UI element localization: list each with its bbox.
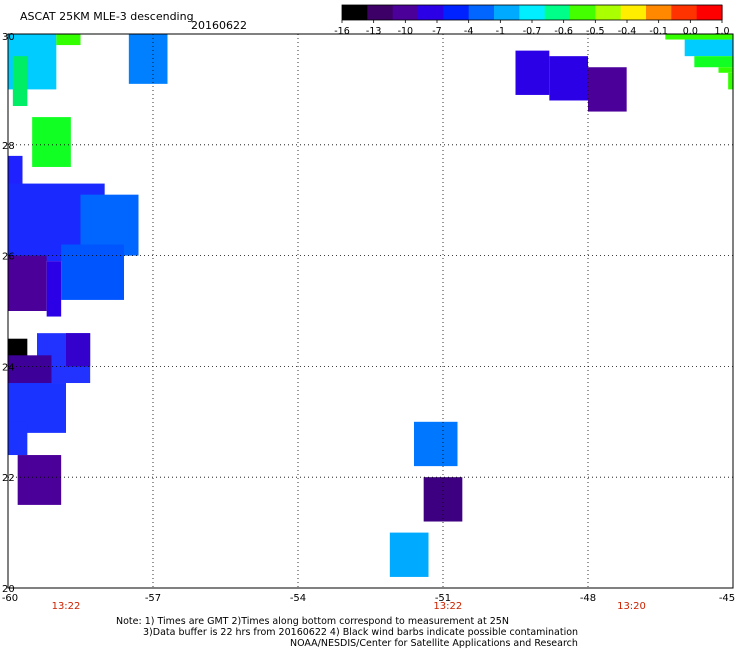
x-tick-label: -57 xyxy=(145,593,161,604)
colorbar: -16 -13 -10 -7 -4 -1 -0.7 -0.6 -0.5 -0.4 -0.1 0.0 1.… xyxy=(334,4,730,37)
wind-cell xyxy=(128,34,168,84)
wind-cell xyxy=(549,56,588,101)
colorbar-swatch xyxy=(443,5,470,20)
colorbar-swatch xyxy=(519,5,546,20)
wind-cell xyxy=(684,39,733,57)
wind-cell xyxy=(46,261,62,317)
colorbar-swatch xyxy=(367,5,394,20)
colorbar-swatch xyxy=(696,5,723,20)
wind-cell xyxy=(414,421,458,467)
colorbar-swatch xyxy=(570,5,596,20)
colorbar-swatch xyxy=(468,5,495,20)
x-tick-label: -45 xyxy=(719,593,735,604)
colorbar-tick-label: -10 xyxy=(398,26,414,37)
colorbar-tick-label: -0.5 xyxy=(586,26,605,37)
colorbar-tick-label: 0.0 xyxy=(683,26,698,37)
y-tick-label: 28 xyxy=(2,141,15,152)
colorbar-swatch xyxy=(544,5,571,20)
colorbar-tick-label: 1.0 xyxy=(714,26,729,37)
y-tick-label: 24 xyxy=(2,362,15,373)
colorbar-swatch xyxy=(646,5,672,20)
colorbar-swatch xyxy=(342,5,368,20)
x-tick-label: -48 xyxy=(580,593,596,604)
pass-time-label: 13:22 xyxy=(433,601,462,612)
y-tick-label: 20 xyxy=(2,584,15,595)
wind-cell xyxy=(515,50,550,95)
pass-time-label: 13:22 xyxy=(52,601,81,612)
wind-cells xyxy=(8,34,733,577)
y-tick-label: 30 xyxy=(2,32,15,43)
note-line-1: Note: 1) Times are GMT 2)Times along bot… xyxy=(116,616,509,627)
colorbar-swatch xyxy=(418,5,444,20)
grid-lines xyxy=(7,33,734,589)
colorbar-tick-label: -0.4 xyxy=(618,26,637,37)
colorbar-tick-label: -0.6 xyxy=(554,26,573,37)
colorbar-swatch xyxy=(620,5,647,20)
x-tick-label: -51 xyxy=(435,593,451,604)
y-tick-label: 22 xyxy=(2,473,15,484)
colorbar-swatch xyxy=(392,5,419,20)
wind-cell xyxy=(17,455,62,505)
colorbar-tick-label: -4 xyxy=(464,26,473,37)
wind-cell xyxy=(665,34,733,40)
wind-cell xyxy=(8,421,28,456)
colorbar-tick-label: -1 xyxy=(496,26,505,37)
colorbar-tick-label: -0.7 xyxy=(523,26,542,37)
colorbar-swatch xyxy=(595,5,622,20)
wind-cell xyxy=(728,72,733,90)
y-tick-label: 26 xyxy=(2,252,15,263)
plot-frame xyxy=(7,33,734,589)
colorbar-tick-label: -7 xyxy=(432,26,441,37)
map-date: 20160622 xyxy=(191,19,247,32)
wind-cell xyxy=(718,67,733,73)
colorbar-swatch xyxy=(671,5,698,20)
axis-labels: -60 -57 -54 -51 -48 -45 30 28 26 24 22 20 xyxy=(2,32,735,604)
note-line-3: NOAA/NESDIS/Center for Satellite Applica… xyxy=(290,638,578,649)
wind-cell xyxy=(389,532,429,577)
time-labels: 13:22 13:22 13:20 xyxy=(52,601,646,612)
x-tick-label: -60 xyxy=(2,593,18,604)
wind-cell xyxy=(66,333,91,367)
x-tick-label: -54 xyxy=(290,593,306,604)
pass-time-label: 13:20 xyxy=(617,601,646,612)
colorbar-tick-label: -0.1 xyxy=(649,26,668,37)
wind-cell xyxy=(12,56,28,107)
wind-cell xyxy=(56,34,81,46)
note-line-2: 3)Data buffer is 22 hrs from 20160622 4)… xyxy=(143,627,579,638)
wind-cell xyxy=(588,67,627,112)
colorbar-tick-label: -13 xyxy=(366,26,382,37)
wind-cell xyxy=(694,56,733,68)
wind-cell xyxy=(32,117,71,167)
map-title: ASCAT 25KM MLE-3 descending xyxy=(20,10,194,23)
wind-cell xyxy=(61,244,124,300)
colorbar-swatch xyxy=(494,5,520,20)
wind-cell xyxy=(8,255,47,311)
colorbar-tick-label: -16 xyxy=(334,26,350,37)
